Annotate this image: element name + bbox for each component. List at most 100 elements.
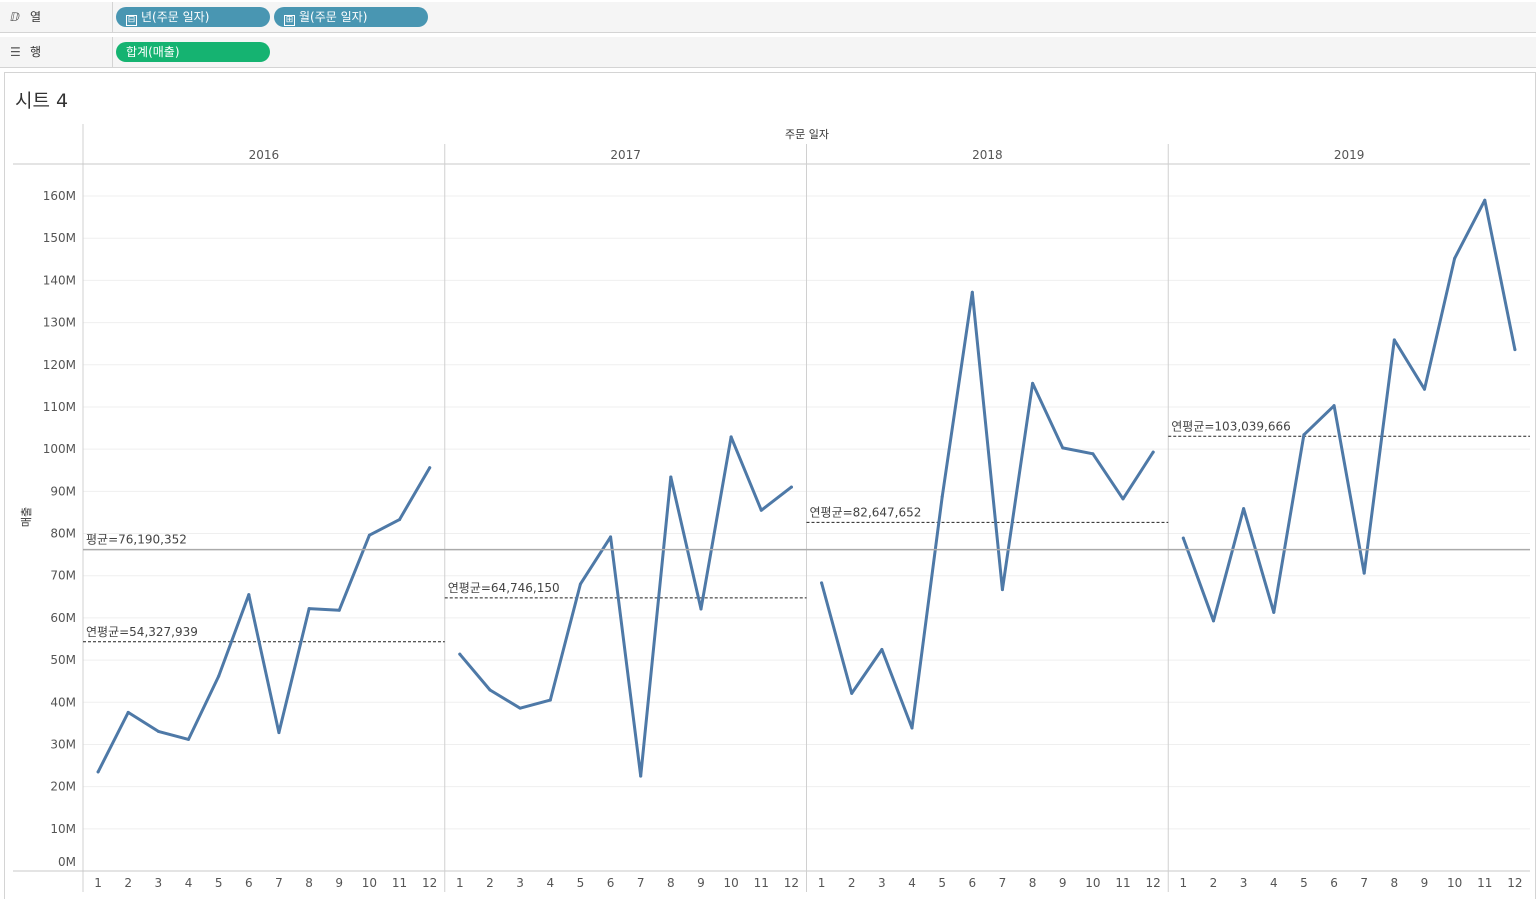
data-point bbox=[247, 593, 251, 597]
columns-icon: ⅅ bbox=[10, 10, 20, 24]
rows-shelf: ☰ 행 합계(매출) bbox=[0, 37, 1536, 68]
annual-average-label: 연평균=54,327,939 bbox=[86, 625, 198, 639]
year-order-date-pill[interactable]: ⊟ 년(주문 일자) bbox=[116, 7, 270, 27]
y-tick-label: 140M bbox=[43, 273, 76, 287]
x-tick-label: 12 bbox=[1146, 876, 1161, 890]
data-point bbox=[1422, 387, 1426, 391]
x-tick-label: 3 bbox=[516, 876, 524, 890]
x-axis-ticks: 1 2 3 4 5 6 7 8 9 10 11 12 1 2 3 4 5 6 7 8 9 10 11 12 1 2 3 4 5 6 7 8 9 1… bbox=[94, 876, 1522, 890]
annual-average-label: 연평균=82,647,652 bbox=[810, 505, 922, 519]
x-tick-label: 2 bbox=[124, 876, 132, 890]
x-tick-label: 4 bbox=[185, 876, 193, 890]
pill-label: 년(주문 일자) bbox=[141, 10, 210, 24]
collapse-icon[interactable]: ⊟ bbox=[126, 15, 137, 26]
y-tick-label: 30M bbox=[50, 737, 76, 751]
data-point bbox=[277, 731, 281, 735]
x-tick-label: 6 bbox=[245, 876, 253, 890]
x-tick-label: 3 bbox=[155, 876, 163, 890]
data-point bbox=[398, 518, 402, 522]
expand-icon[interactable]: ⊞ bbox=[284, 15, 295, 26]
sheet-title: 시트 4 bbox=[15, 90, 69, 112]
x-tick-label: 8 bbox=[667, 876, 675, 890]
data-point bbox=[1332, 404, 1336, 408]
x-tick-label: 12 bbox=[422, 876, 437, 890]
x-tick-label: 7 bbox=[1360, 876, 1368, 890]
data-point bbox=[217, 674, 221, 678]
year-header: 2018 bbox=[972, 148, 1003, 162]
chart-frame bbox=[13, 124, 1530, 892]
data-point bbox=[367, 533, 371, 537]
columns-shelf-title: 열 bbox=[30, 10, 42, 24]
x-tick-label: 12 bbox=[1507, 876, 1522, 890]
data-point bbox=[1453, 256, 1457, 260]
data-point bbox=[156, 729, 160, 733]
y-axis-title: 매출 bbox=[20, 507, 33, 527]
year-header: 2016 bbox=[249, 148, 280, 162]
y-tick-label: 60M bbox=[50, 611, 76, 625]
y-tick-label: 100M bbox=[43, 442, 76, 456]
data-point bbox=[639, 774, 643, 778]
data-point bbox=[669, 475, 673, 479]
y-tick-label: 40M bbox=[50, 695, 76, 709]
x-tick-label: 8 bbox=[1029, 876, 1037, 890]
x-tick-label: 6 bbox=[1330, 876, 1338, 890]
x-tick-label: 12 bbox=[784, 876, 799, 890]
year-header: 2017 bbox=[610, 148, 641, 162]
y-axis-ticks: 160M 150M 140M 130M 120M 110M 100M 90M 80M 70M 60M… bbox=[43, 189, 76, 869]
annual-average-label: 연평균=64,746,150 bbox=[448, 581, 560, 595]
data-point bbox=[518, 706, 522, 710]
data-point bbox=[1513, 348, 1517, 352]
x-tick-label: 11 bbox=[754, 876, 769, 890]
x-tick-label: 11 bbox=[1477, 876, 1492, 890]
overall-average-line: 평균=76,190,352 bbox=[83, 533, 1530, 551]
x-tick-label: 1 bbox=[1180, 876, 1188, 890]
x-tick-label: 9 bbox=[1059, 876, 1067, 890]
overall-average-label: 평균=76,190,352 bbox=[86, 533, 187, 547]
pill-label: 월(주문 일자) bbox=[299, 10, 368, 24]
data-point bbox=[1392, 338, 1396, 342]
sum-sales-pill[interactable]: 합계(매출) bbox=[116, 42, 270, 62]
x-tick-label: 5 bbox=[938, 876, 946, 890]
data-point bbox=[1272, 610, 1276, 614]
x-tick-label: 1 bbox=[818, 876, 826, 890]
x-tick-label: 1 bbox=[456, 876, 464, 890]
x-tick-label: 4 bbox=[1270, 876, 1278, 890]
data-point bbox=[759, 508, 763, 512]
x-tick-label: 9 bbox=[335, 876, 343, 890]
x-tick-label: 4 bbox=[908, 876, 916, 890]
x-tick-label: 7 bbox=[275, 876, 283, 890]
data-point bbox=[307, 607, 311, 611]
x-tick-label: 5 bbox=[577, 876, 585, 890]
y-tick-label: 130M bbox=[43, 316, 76, 330]
x-tick-label: 6 bbox=[968, 876, 976, 890]
x-tick-label: 2 bbox=[1210, 876, 1218, 890]
data-point bbox=[1242, 507, 1246, 511]
data-point bbox=[1061, 446, 1065, 450]
data-point bbox=[126, 710, 130, 714]
y-tick-label: 150M bbox=[43, 231, 76, 245]
data-point bbox=[1031, 381, 1035, 385]
data-point bbox=[729, 435, 733, 439]
data-point bbox=[820, 581, 824, 585]
x-tick-label: 8 bbox=[1391, 876, 1399, 890]
annual-average-label: 연평균=103,039,666 bbox=[1171, 419, 1291, 433]
chart-title: 주문 일자 bbox=[785, 127, 829, 141]
data-point bbox=[1362, 571, 1366, 575]
x-tick-label: 3 bbox=[1240, 876, 1248, 890]
rows-icon: ☰ bbox=[10, 45, 21, 59]
data-point bbox=[910, 726, 914, 730]
pill-label: 합계(매출) bbox=[126, 45, 180, 59]
data-point bbox=[789, 485, 793, 489]
data-point bbox=[187, 737, 191, 741]
x-tick-label: 1 bbox=[94, 876, 102, 890]
data-point bbox=[940, 495, 944, 499]
month-order-date-pill[interactable]: ⊞ 월(주문 일자) bbox=[274, 7, 428, 27]
x-tick-label: 5 bbox=[215, 876, 223, 890]
series-lines bbox=[96, 198, 1517, 778]
series-line-2019 bbox=[1181, 198, 1517, 623]
x-tick-label: 8 bbox=[305, 876, 313, 890]
data-point bbox=[1181, 536, 1185, 540]
y-tick-label: 160M bbox=[43, 189, 76, 203]
y-tick-label: 80M bbox=[50, 527, 76, 541]
